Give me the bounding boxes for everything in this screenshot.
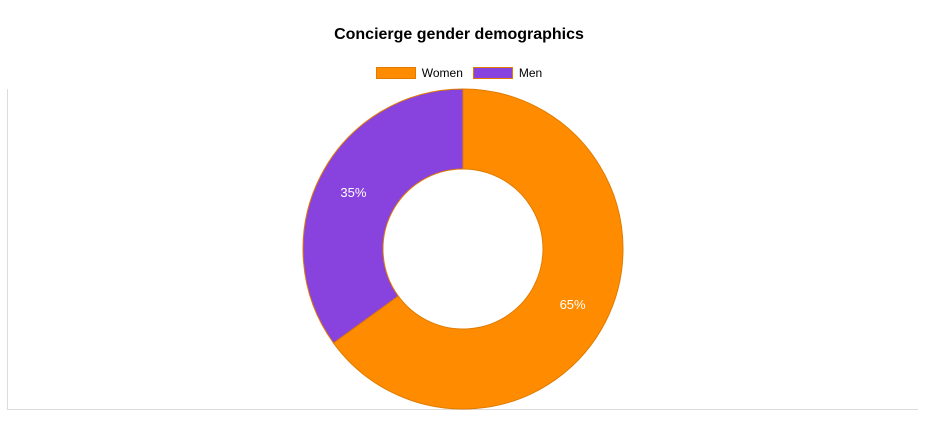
slice-men[interactable] (302, 88, 464, 344)
legend-label-men: Men (518, 66, 543, 80)
legend-item-men[interactable]: Men (472, 66, 543, 80)
slice-label-men: 35% (340, 185, 366, 200)
legend-swatch-women (375, 67, 416, 79)
slice-women[interactable] (332, 88, 624, 410)
chart-title: Concierge gender demographics (334, 26, 584, 43)
legend-swatch-men (472, 67, 513, 79)
legend-label-women: Women (421, 66, 463, 80)
legend: Women Men (0, 66, 918, 80)
legend-item-women[interactable]: Women (375, 66, 463, 80)
slice-label-women: 65% (560, 297, 586, 312)
